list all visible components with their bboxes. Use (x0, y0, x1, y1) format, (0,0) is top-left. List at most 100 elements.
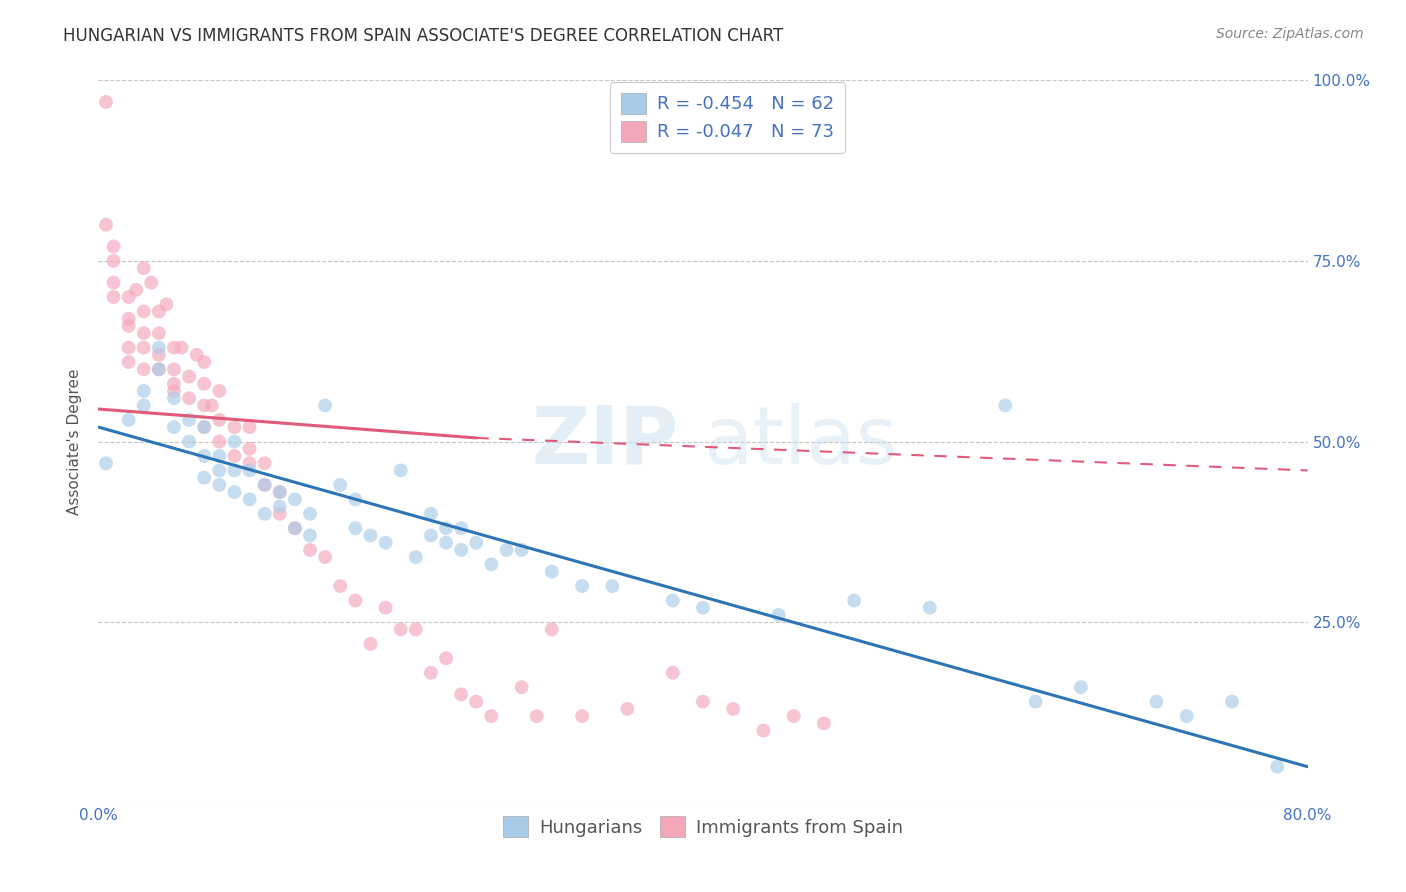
Point (661, 593, 683, 607)
Point (420, 528, 443, 542)
Point (526, 709, 548, 723)
Point (148, 348, 170, 362)
Point (405, 550, 427, 565)
Point (208, 478, 231, 492)
Point (434, 651, 457, 665)
Point (132, 384, 155, 398)
Point (510, 542, 533, 557)
Point (434, 535, 457, 549)
Point (163, 362, 186, 376)
Point (481, 709, 503, 723)
Point (495, 542, 517, 557)
Point (329, 579, 352, 593)
Point (163, 384, 186, 398)
Point (450, 521, 472, 535)
Point (374, 600, 396, 615)
Point (163, 341, 186, 355)
Point (360, 637, 382, 651)
Point (118, 290, 141, 304)
Point (540, 565, 562, 579)
Point (344, 521, 367, 535)
Point (239, 442, 262, 456)
Point (118, 413, 141, 427)
Point (465, 695, 488, 709)
Point (94, 218, 117, 232)
Point (692, 600, 714, 615)
Point (616, 702, 638, 716)
Text: HUNGARIAN VS IMMIGRANTS FROM SPAIN ASSOCIATE'S DEGREE CORRELATION CHART: HUNGARIAN VS IMMIGRANTS FROM SPAIN ASSOC… (63, 27, 783, 45)
Point (94, 456, 117, 470)
Point (208, 449, 231, 463)
Point (148, 362, 170, 376)
Point (602, 579, 624, 593)
Point (269, 485, 291, 500)
Point (450, 687, 472, 701)
Point (239, 420, 262, 434)
Point (208, 463, 231, 477)
Point (510, 680, 533, 694)
Point (360, 528, 382, 542)
Point (179, 413, 201, 427)
Point (193, 470, 215, 484)
Point (239, 456, 262, 470)
Point (344, 593, 367, 607)
Text: Source: ZipAtlas.com: Source: ZipAtlas.com (1216, 27, 1364, 41)
Point (269, 485, 291, 500)
Point (314, 398, 336, 412)
Point (768, 607, 790, 622)
Text: atlas: atlas (703, 402, 897, 481)
Point (193, 376, 215, 391)
Point (299, 528, 322, 542)
Point (132, 304, 155, 318)
Point (118, 341, 141, 355)
Point (239, 492, 262, 507)
Point (450, 542, 472, 557)
Point (1070, 680, 1092, 694)
Point (170, 341, 193, 355)
Point (132, 326, 155, 340)
Point (193, 420, 215, 434)
Point (141, 276, 163, 290)
Point (994, 398, 1017, 412)
Point (208, 384, 231, 398)
Point (783, 709, 806, 723)
Point (103, 290, 125, 304)
Point (723, 702, 745, 716)
Point (103, 276, 125, 290)
Point (148, 362, 170, 376)
Point (224, 434, 246, 449)
Point (329, 478, 352, 492)
Point (224, 463, 246, 477)
Point (125, 283, 148, 297)
Point (253, 507, 276, 521)
Point (571, 579, 593, 593)
Point (420, 665, 443, 680)
Point (179, 391, 201, 405)
Point (253, 478, 276, 492)
Point (661, 665, 683, 680)
Point (163, 376, 186, 391)
Point (405, 623, 427, 637)
Point (1220, 695, 1243, 709)
Point (132, 341, 155, 355)
Point (224, 485, 246, 500)
Point (118, 311, 141, 326)
Point (1267, 760, 1289, 774)
Point (163, 391, 186, 405)
Point (208, 434, 231, 449)
Point (284, 521, 307, 535)
Point (389, 463, 412, 477)
Point (208, 413, 231, 427)
Point (179, 434, 201, 449)
Point (239, 463, 262, 477)
Point (224, 449, 246, 463)
Point (201, 398, 224, 412)
Point (148, 304, 170, 318)
Point (94, 95, 117, 109)
Point (299, 542, 322, 557)
Legend: Hungarians, Immigrants from Spain: Hungarians, Immigrants from Spain (495, 809, 911, 845)
Point (193, 398, 215, 412)
Point (132, 362, 155, 376)
Point (1175, 709, 1198, 723)
Text: ZIP: ZIP (531, 402, 679, 481)
